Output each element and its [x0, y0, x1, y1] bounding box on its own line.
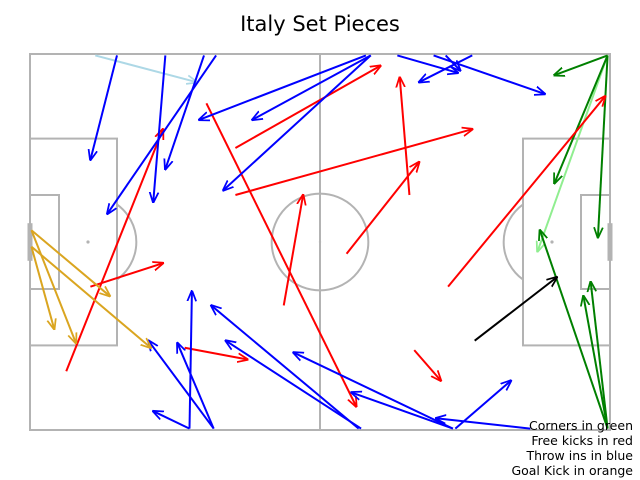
pass-arrow-throw-in-32 — [177, 343, 215, 429]
center-circle — [270, 192, 370, 292]
pass-arrow-throw-in-37 — [351, 392, 454, 430]
pass-arrow-corner-5 — [583, 296, 609, 429]
pass-arrow-free-kick-12 — [235, 129, 472, 196]
pass-arrow-corner-3 — [554, 54, 608, 75]
pass-arrow-corner-2 — [598, 55, 609, 237]
legend: Corners in green Free kicks in red Throw… — [511, 418, 633, 478]
pass-arrow-corner-1 — [554, 55, 609, 183]
pass-arrow-free-kick-7 — [205, 102, 356, 406]
pass-arrow-corner-4 — [540, 230, 609, 429]
pass-arrow-goal-kick-42 — [30, 245, 150, 348]
pass-arrow-throw-in-33 — [148, 341, 215, 430]
pass-arrow-throw-in-26 — [397, 54, 457, 72]
pass-arrow-throw-in-31 — [153, 411, 190, 430]
legend-line-corners: Corners in green — [529, 418, 633, 433]
legend-line-throw-ins: Throw ins in blue — [525, 448, 633, 463]
pass-arrow-other-44 — [474, 277, 557, 342]
legend-line-goal-kick: Goal Kick in orange — [511, 463, 633, 478]
pass-arrow-throw-in-39 — [436, 418, 531, 430]
pass-arrow-free-kick-17 — [413, 349, 441, 381]
pass-arrow-throw-in-19 — [90, 55, 118, 159]
pass-arrow-throw-in-30 — [190, 291, 192, 429]
left-penalty-arc — [116, 203, 138, 281]
pass-arrow-throw-in-29 — [419, 54, 473, 82]
pass-arrow-free-kick-13 — [234, 66, 380, 149]
pass-arrow-free-kick-10 — [184, 346, 248, 360]
pitch — [27, 53, 613, 431]
left-penalty-box — [29, 137, 118, 347]
pass-arrow-free-kick-9 — [90, 263, 163, 288]
pass-arrow-throw-in-22 — [107, 54, 217, 213]
left-penalty-spot — [86, 240, 90, 244]
right-penalty-arc — [502, 203, 524, 281]
pass-arrow-throw-in-36 — [293, 352, 454, 430]
right-six-yard-box — [580, 194, 611, 290]
pass-arrow-throw-in-34 — [211, 305, 360, 430]
pass-arrow-corner-light-0 — [538, 55, 609, 251]
pass-arrow-goal-kick-43 — [30, 246, 54, 329]
pass-arrow-throw-in-20 — [153, 55, 167, 202]
pass-arrows — [30, 54, 609, 430]
pass-arrow-free-kick-11 — [282, 195, 303, 306]
pass-arrow-throw-in-24 — [223, 54, 372, 190]
pass-arrow-free-kick-8 — [65, 129, 163, 372]
pass-arrow-goal-kick-40 — [30, 229, 75, 343]
pass-arrow-throw-in-21 — [165, 55, 205, 169]
pass-arrow-throw-in-35 — [226, 341, 362, 430]
chart-title: Italy Set Pieces — [240, 12, 400, 36]
pass-arrow-throw-in-light-18 — [94, 54, 197, 82]
pass-arrow-goal-kick-41 — [30, 229, 109, 296]
pass-arrow-corner-6 — [591, 282, 609, 429]
pass-arrow-throw-in-23 — [199, 54, 367, 119]
legend-line-free-kicks: Free kicks in red — [531, 433, 633, 448]
pass-arrow-throw-in-28 — [444, 54, 461, 70]
pass-arrow-free-kick-16 — [447, 96, 605, 288]
pass-arrow-free-kick-15 — [400, 78, 411, 196]
right-penalty-spot — [550, 240, 554, 244]
center-spot — [318, 240, 322, 244]
pass-arrow-throw-in-25 — [252, 54, 372, 119]
